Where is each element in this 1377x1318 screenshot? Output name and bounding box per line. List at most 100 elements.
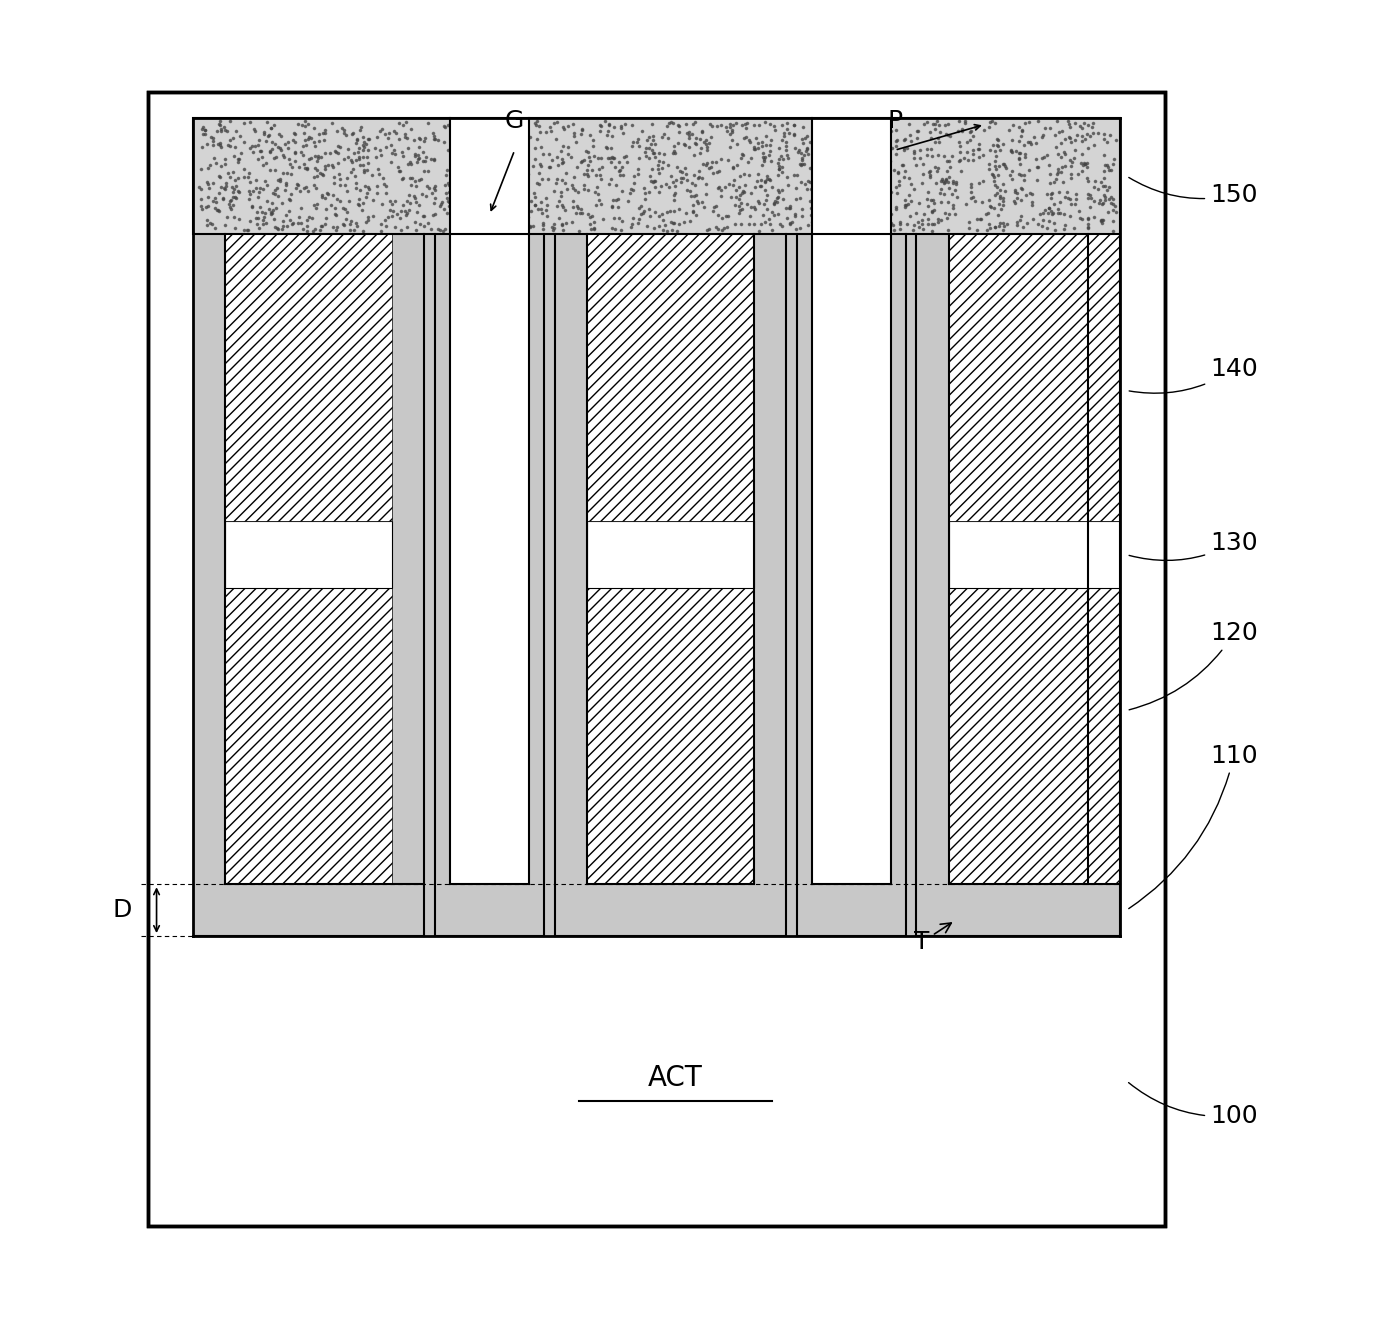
Point bbox=[755, 179, 777, 200]
Point bbox=[523, 183, 545, 204]
Point bbox=[888, 174, 910, 195]
Point bbox=[621, 207, 643, 228]
Point bbox=[392, 145, 414, 166]
Point bbox=[534, 199, 556, 220]
Point bbox=[807, 187, 829, 208]
Point bbox=[1009, 165, 1031, 186]
Point bbox=[755, 190, 777, 211]
Point bbox=[636, 129, 658, 150]
Point bbox=[453, 145, 475, 166]
Point bbox=[514, 170, 536, 191]
Point bbox=[578, 146, 600, 167]
Point bbox=[1066, 124, 1088, 145]
Point bbox=[543, 217, 565, 239]
Point bbox=[310, 215, 332, 236]
Point bbox=[873, 145, 895, 166]
Point bbox=[931, 167, 953, 188]
Point bbox=[1060, 163, 1082, 185]
Point bbox=[198, 154, 220, 175]
Point bbox=[486, 128, 508, 149]
Point bbox=[814, 215, 836, 236]
Point bbox=[354, 175, 376, 196]
Point bbox=[784, 124, 806, 145]
Point bbox=[690, 137, 712, 158]
Point bbox=[946, 186, 968, 207]
Point bbox=[544, 181, 566, 202]
Point bbox=[1013, 165, 1036, 186]
Point bbox=[508, 186, 530, 207]
Point bbox=[837, 198, 859, 219]
Point bbox=[671, 171, 693, 192]
Point bbox=[496, 137, 518, 158]
Point bbox=[204, 198, 226, 219]
Point bbox=[377, 128, 399, 149]
Point bbox=[1004, 181, 1026, 202]
Point bbox=[873, 186, 895, 207]
Bar bbox=[450, 235, 529, 884]
Point bbox=[640, 158, 662, 179]
Bar bbox=[193, 119, 1120, 235]
Point bbox=[222, 186, 244, 207]
Point bbox=[979, 196, 1001, 217]
Point bbox=[463, 129, 485, 150]
Point bbox=[500, 188, 522, 210]
Point bbox=[746, 163, 768, 185]
Point bbox=[1036, 217, 1058, 239]
Point bbox=[814, 125, 836, 146]
Point bbox=[251, 146, 273, 167]
Point bbox=[303, 117, 325, 138]
Point bbox=[675, 113, 697, 134]
Point bbox=[233, 159, 255, 181]
Point bbox=[285, 177, 307, 198]
Point bbox=[264, 216, 286, 237]
Point bbox=[563, 127, 585, 148]
Point bbox=[712, 220, 734, 241]
Point bbox=[1019, 182, 1041, 203]
Point bbox=[771, 188, 793, 210]
Point bbox=[1031, 215, 1053, 236]
Point bbox=[661, 219, 683, 240]
Point bbox=[288, 157, 310, 178]
Point bbox=[788, 140, 810, 161]
Point bbox=[701, 116, 723, 137]
Point bbox=[610, 116, 632, 137]
Point bbox=[789, 217, 811, 239]
Point bbox=[388, 159, 410, 181]
Point bbox=[768, 182, 790, 203]
Point bbox=[435, 183, 457, 204]
Point bbox=[600, 167, 622, 188]
Point bbox=[964, 117, 986, 138]
Point bbox=[1078, 185, 1100, 206]
Point bbox=[434, 116, 456, 137]
Point bbox=[863, 115, 885, 136]
Point bbox=[303, 194, 325, 215]
Point bbox=[708, 178, 730, 199]
Point bbox=[664, 182, 686, 203]
Point bbox=[643, 142, 665, 163]
Point bbox=[437, 202, 459, 223]
Point bbox=[209, 177, 231, 198]
Point bbox=[1074, 129, 1096, 150]
Point bbox=[669, 161, 691, 182]
Point bbox=[227, 181, 249, 202]
Point bbox=[532, 203, 554, 224]
Point bbox=[983, 170, 1005, 191]
Point bbox=[830, 150, 852, 171]
Point bbox=[859, 120, 881, 141]
Point bbox=[585, 195, 607, 216]
Point bbox=[525, 112, 547, 133]
Point bbox=[632, 202, 654, 223]
Point bbox=[551, 215, 573, 236]
Point bbox=[395, 190, 417, 211]
Point bbox=[768, 156, 790, 177]
Point bbox=[929, 210, 952, 231]
Point bbox=[208, 182, 230, 203]
Point bbox=[920, 167, 942, 188]
Point bbox=[238, 162, 260, 183]
Point bbox=[611, 123, 633, 144]
Point bbox=[651, 203, 673, 224]
Point bbox=[1009, 190, 1031, 211]
Point bbox=[822, 179, 844, 200]
Point bbox=[293, 123, 315, 144]
Point bbox=[406, 148, 428, 169]
